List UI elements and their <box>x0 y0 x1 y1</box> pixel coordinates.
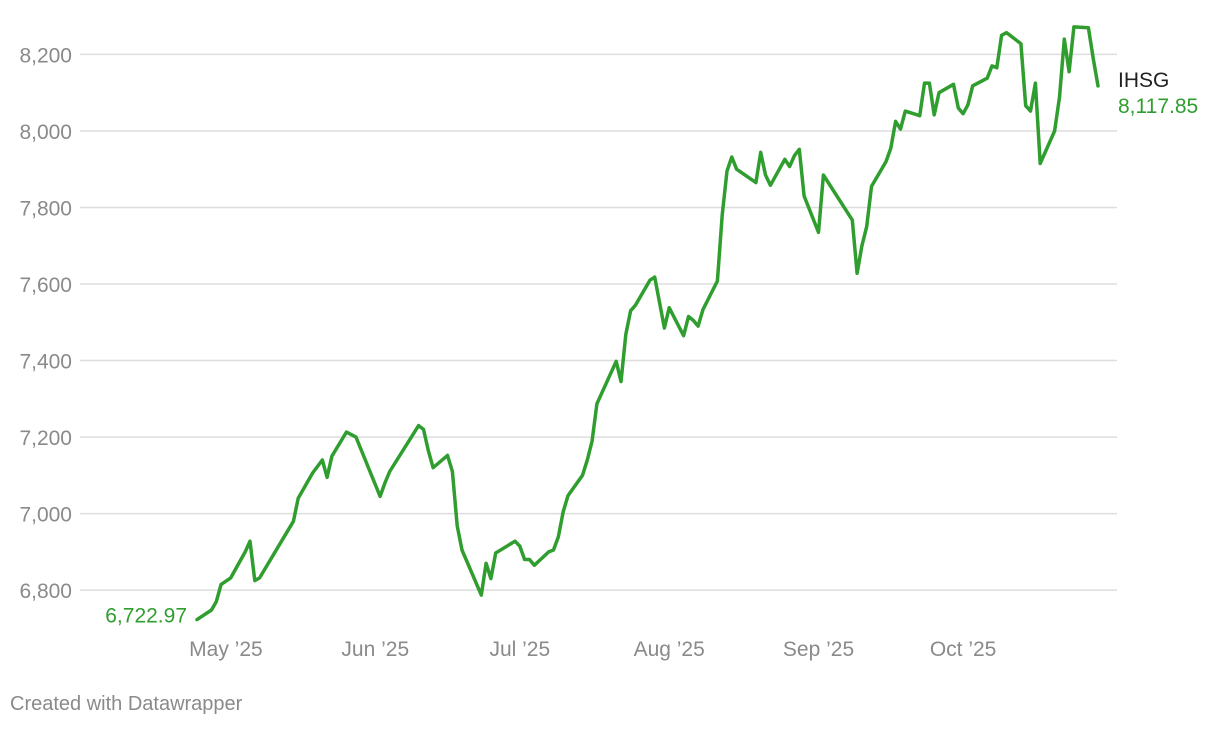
y-tick-label-7,200: 7,200 <box>19 427 72 450</box>
end-value-label: 8,117.85 <box>1118 95 1198 118</box>
x-tick-label-2025-07-01: Jul ’25 <box>489 638 550 661</box>
series-name-label: IHSG <box>1118 69 1169 92</box>
gridlines <box>80 53 1117 591</box>
start-value-label: 6,722.97 <box>105 605 187 628</box>
datawrapper-credit[interactable]: Created with Datawrapper <box>10 693 243 715</box>
y-tick-label-6,800: 6,800 <box>19 580 72 603</box>
series-line-IHSG <box>195 25 1100 622</box>
y-tick-label-7,400: 7,400 <box>19 351 72 374</box>
series-labels: IHSG 8,117.85 6,722.97 <box>105 69 1198 628</box>
x-tick-label-2025-06-01: Jun ’25 <box>341 638 409 661</box>
line-chart: 6,800 7,000 7,200 7,400 7,600 7,800 8,000 8,200… <box>19 25 1198 661</box>
y-tick-label-7,800: 7,800 <box>19 197 72 220</box>
y-axis-tick-labels: 6,800 7,000 7,200 7,400 7,600 7,800 8,000 8,200 <box>19 44 72 603</box>
y-tick-label-8,200: 8,200 <box>19 44 72 67</box>
y-tick-label-7,600: 7,600 <box>19 274 72 297</box>
x-tick-label-2025-05-01: May ’25 <box>189 638 263 661</box>
series-lines <box>195 25 1100 622</box>
y-tick-label-8,000: 8,000 <box>19 121 72 144</box>
x-axis-tick-labels: May ’25 Jun ’25 Jul ’25 Aug ’25 Sep ’25 Oct ’… <box>189 638 996 661</box>
x-tick-label-2025-09-01: Sep ’25 <box>783 638 854 661</box>
y-tick-label-7,000: 7,000 <box>19 504 72 527</box>
x-tick-label-2025-10-01: Oct ’25 <box>930 638 997 661</box>
x-tick-label-2025-08-01: Aug ’25 <box>634 638 705 661</box>
